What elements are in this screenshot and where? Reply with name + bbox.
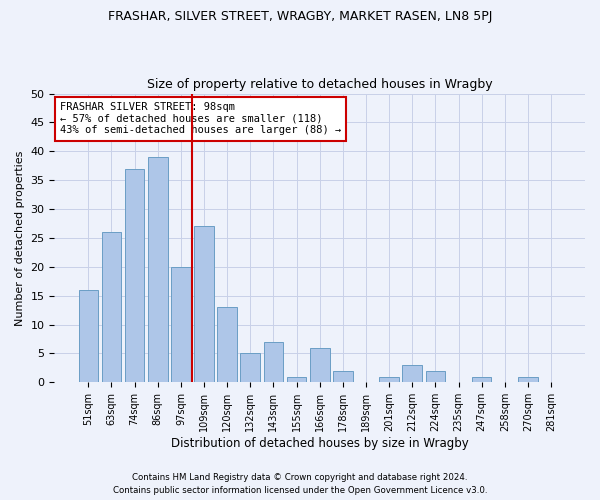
Bar <box>403 365 422 382</box>
Bar <box>101 232 121 382</box>
Text: Contains HM Land Registry data © Crown copyright and database right 2024.
Contai: Contains HM Land Registry data © Crown c… <box>113 474 487 495</box>
Bar <box>148 157 167 382</box>
Bar <box>217 308 237 382</box>
Bar <box>241 354 260 382</box>
Bar <box>310 348 329 382</box>
Bar <box>194 226 214 382</box>
Bar <box>125 168 145 382</box>
Bar <box>287 376 307 382</box>
Bar <box>171 267 191 382</box>
Bar <box>425 371 445 382</box>
Bar <box>263 342 283 382</box>
X-axis label: Distribution of detached houses by size in Wragby: Distribution of detached houses by size … <box>171 437 469 450</box>
Text: FRASHAR SILVER STREET: 98sqm
← 57% of detached houses are smaller (118)
43% of s: FRASHAR SILVER STREET: 98sqm ← 57% of de… <box>60 102 341 136</box>
Bar <box>379 376 399 382</box>
Bar <box>333 371 353 382</box>
Bar <box>518 376 538 382</box>
Bar <box>472 376 491 382</box>
Bar <box>79 290 98 382</box>
Title: Size of property relative to detached houses in Wragby: Size of property relative to detached ho… <box>147 78 493 91</box>
Text: FRASHAR, SILVER STREET, WRAGBY, MARKET RASEN, LN8 5PJ: FRASHAR, SILVER STREET, WRAGBY, MARKET R… <box>108 10 492 23</box>
Y-axis label: Number of detached properties: Number of detached properties <box>15 150 25 326</box>
